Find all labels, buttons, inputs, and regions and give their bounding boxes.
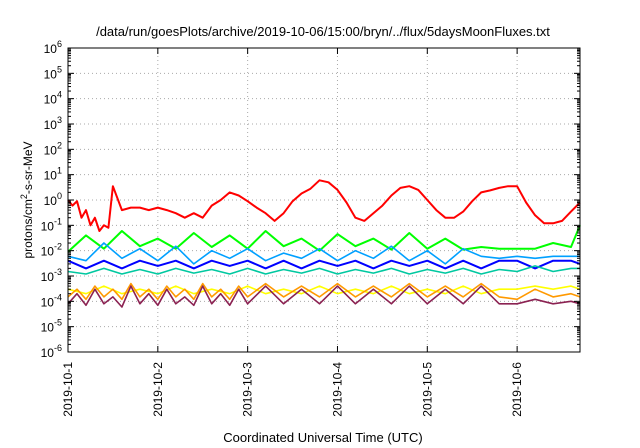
y-tick-label: 10-6 — [41, 343, 62, 360]
series-line-3 — [67, 242, 580, 265]
y-tick-exponent: -5 — [54, 318, 62, 328]
series-line-2 — [67, 224, 581, 253]
y-tick-base: 10 — [44, 93, 58, 107]
y-tick-exponent: 5 — [57, 64, 62, 74]
y-tick-label: 103 — [44, 115, 62, 132]
y-tick-label: 10-4 — [41, 292, 62, 309]
y-tick-exponent: 4 — [57, 90, 62, 100]
y-tick-base: 10 — [44, 42, 58, 56]
y-tick-base: 10 — [44, 118, 58, 132]
y-tick-exponent: -3 — [54, 267, 62, 277]
y-tick-base: 10 — [41, 295, 55, 309]
y-tick-label: 104 — [44, 90, 62, 107]
y-tick-base: 10 — [41, 321, 55, 335]
y-tick-exponent: 3 — [57, 115, 62, 125]
grid-lines — [68, 48, 580, 352]
y-tick-exponent: -6 — [54, 343, 62, 353]
y-tick-base: 10 — [44, 169, 58, 183]
x-tick-label: 2019-10-5 — [420, 362, 434, 417]
series-layer — [67, 179, 581, 308]
y-axis-ticks: 10-610-510-410-310-210-11001011021031041… — [41, 39, 580, 360]
series-line-7 — [67, 282, 581, 301]
x-tick-label: 2019-10-6 — [510, 362, 524, 417]
y-tick-label: 106 — [44, 39, 62, 56]
y-tick-label: 102 — [44, 140, 62, 157]
x-axis-label: Coordinated Universal Time (UTC) — [223, 430, 422, 445]
y-tick-exponent: 0 — [57, 191, 62, 201]
y-tick-label: 10-3 — [41, 267, 62, 284]
y-tick-exponent: -1 — [54, 216, 62, 226]
series-line-8 — [67, 285, 581, 308]
y-tick-exponent: 6 — [57, 39, 62, 49]
y-tick-label: 101 — [44, 166, 62, 183]
y-axis-label-superscript: 2 — [19, 194, 29, 199]
series-line-4 — [67, 259, 581, 270]
y-tick-base: 10 — [41, 245, 55, 259]
y-tick-label: 10-5 — [41, 318, 62, 335]
y-tick-label: 10-2 — [41, 242, 62, 259]
y-tick-base: 10 — [41, 270, 55, 284]
y-axis-label: protons/cm2-s-sr-MeV — [19, 141, 35, 258]
y-tick-exponent: -4 — [54, 292, 62, 302]
y-tick-base: 10 — [41, 346, 55, 360]
y-tick-exponent: 2 — [57, 140, 62, 150]
x-tick-label: 2019-10-2 — [151, 362, 165, 417]
x-tick-label: 2019-10-4 — [330, 362, 344, 417]
y-tick-exponent: -2 — [54, 242, 62, 252]
y-tick-base: 10 — [44, 194, 58, 208]
y-tick-base: 10 — [44, 67, 58, 81]
x-axis-ticks: 2019-10-1 2019-10-2 2019-10-3 2019-10-4 2019… — [61, 48, 524, 417]
y-tick-label: 100 — [44, 191, 62, 208]
series-line-5 — [67, 265, 580, 275]
y-axis-label-suffix: -s-sr-MeV — [21, 141, 35, 194]
y-axis-label-prefix: protons/cm — [21, 199, 35, 258]
series-line-1 — [67, 179, 581, 232]
chart-title: /data/run/goesPlots/archive/2019-10-06/1… — [96, 24, 550, 39]
y-tick-base: 10 — [44, 143, 58, 157]
y-tick-exponent: 1 — [57, 166, 62, 176]
y-tick-base: 10 — [41, 219, 55, 233]
x-tick-label: 2019-10-1 — [61, 362, 75, 417]
y-tick-label: 10-1 — [41, 216, 62, 233]
x-tick-label: 2019-10-3 — [241, 362, 255, 417]
y-tick-label: 105 — [44, 64, 62, 81]
